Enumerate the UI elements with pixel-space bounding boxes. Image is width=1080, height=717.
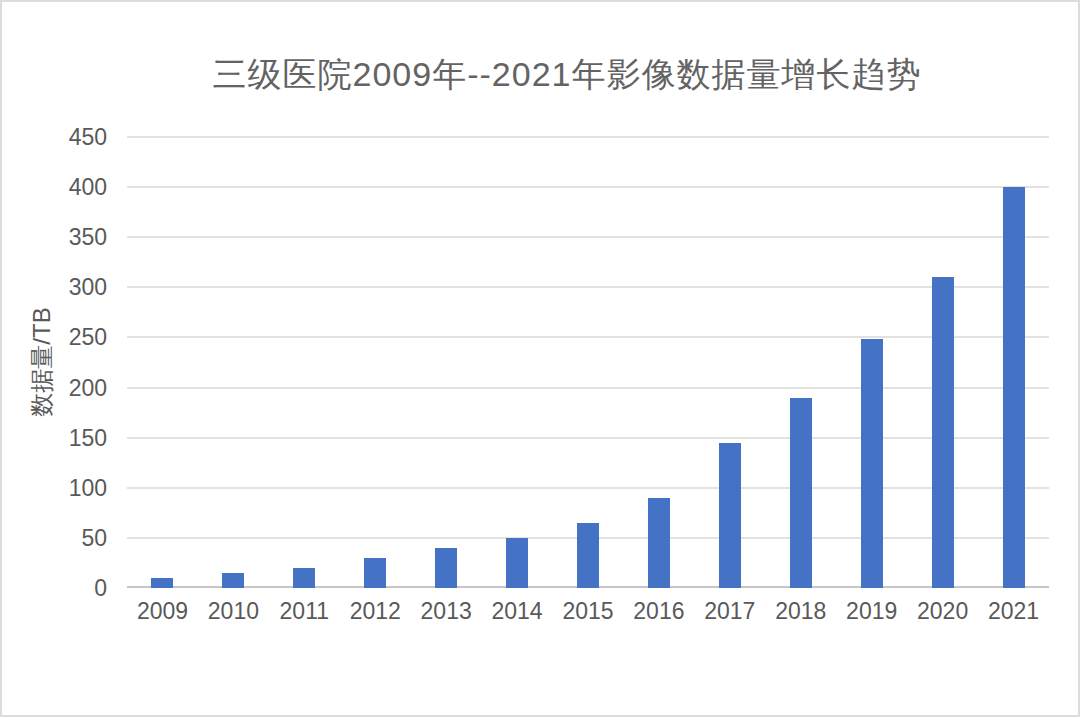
y-tick-label: 0: [2, 576, 107, 600]
y-tick-label: 400: [2, 175, 107, 199]
bar-2015: [577, 523, 599, 588]
gridline: [127, 236, 1049, 238]
gridline: [127, 487, 1049, 489]
x-tick-label: 2020: [907, 598, 978, 624]
gridline: [127, 186, 1049, 188]
gridline: [127, 437, 1049, 439]
y-tick-label: 450: [2, 125, 107, 149]
gridline: [127, 336, 1049, 338]
y-axis-tick-labels: 050100150200250300350400450: [2, 137, 107, 588]
x-tick-label: 2009: [127, 598, 198, 624]
chart-title: 三级医院2009年--2021年影像数据量增长趋势: [2, 56, 1080, 93]
gridline: [127, 136, 1049, 138]
bar-2021: [1003, 187, 1025, 588]
x-tick-label: 2015: [553, 598, 624, 624]
x-tick-label: 2010: [198, 598, 269, 624]
plot-area: [127, 137, 1049, 588]
y-tick-label: 350: [2, 225, 107, 249]
bar-2013: [435, 548, 457, 588]
bar-2018: [790, 398, 812, 588]
x-tick-label: 2017: [694, 598, 765, 624]
bar-2009: [151, 578, 173, 588]
y-tick-label: 50: [2, 526, 107, 550]
x-tick-label: 2012: [340, 598, 411, 624]
bar-2010: [222, 573, 244, 588]
x-tick-label: 2021: [978, 598, 1049, 624]
gridline: [127, 286, 1049, 288]
y-tick-label: 150: [2, 426, 107, 450]
y-tick-label: 100: [2, 476, 107, 500]
x-tick-label: 2018: [765, 598, 836, 624]
y-tick-label: 300: [2, 275, 107, 299]
x-tick-label: 2019: [836, 598, 907, 624]
bar-2020: [932, 277, 954, 588]
bar-2011: [293, 568, 315, 588]
x-axis-tick-labels: 2009201020112012201320142015201620172018…: [127, 598, 1049, 628]
x-tick-label: 2016: [623, 598, 694, 624]
x-tick-label: 2013: [411, 598, 482, 624]
bar-2012: [364, 558, 386, 588]
x-tick-label: 2014: [482, 598, 553, 624]
x-tick-label: 2011: [269, 598, 340, 624]
bar-2016: [648, 498, 670, 588]
y-tick-label: 200: [2, 376, 107, 400]
gridline: [127, 387, 1049, 389]
bar-2019: [861, 339, 883, 588]
bar-2017: [719, 443, 741, 588]
bar-2014: [506, 538, 528, 588]
chart-frame: 三级医院2009年--2021年影像数据量增长趋势 数据量/TB 0501001…: [0, 0, 1080, 717]
y-tick-label: 250: [2, 325, 107, 349]
